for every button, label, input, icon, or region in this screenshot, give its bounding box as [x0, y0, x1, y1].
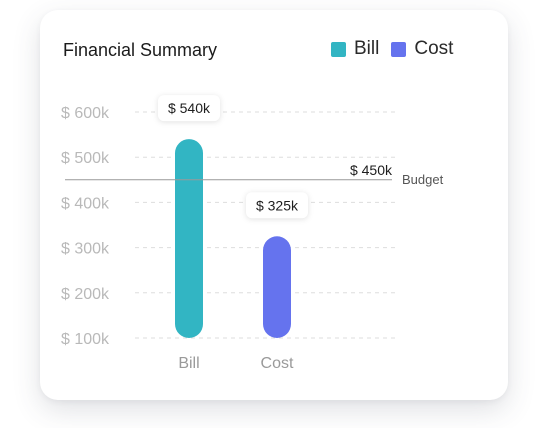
legend-swatch-cost	[391, 41, 407, 57]
budget-name-label: Budget	[402, 172, 444, 187]
legend-label-bill: Bill	[354, 38, 380, 59]
chart-title: Financial Summary	[63, 40, 218, 60]
data-label-bubble-bill	[158, 95, 220, 122]
y-tick-label-400: $ 400k	[61, 195, 110, 212]
data-label-bubble-cost	[246, 192, 308, 219]
chart-legend: Bill Cost	[331, 38, 465, 60]
legend-swatch-bill	[331, 41, 346, 57]
y-tick-label-100: $ 100k	[61, 331, 110, 348]
x-category-label-bill: Bill	[178, 355, 199, 372]
legend-item-cost[interactable]: Cost	[391, 38, 453, 60]
x-category-label-cost: Cost	[261, 355, 294, 372]
y-tick-label-600: $ 600k	[61, 105, 110, 122]
data-label-cost: $ 325k	[256, 197, 299, 213]
data-label-bill: $ 540k	[168, 100, 211, 116]
legend-item-bill[interactable]: Bill	[331, 38, 379, 60]
bar-cost	[263, 236, 291, 338]
bar-bill	[175, 139, 203, 338]
y-tick-label-200: $ 200k	[61, 286, 110, 303]
budget-value-label: $ 450k	[350, 162, 393, 178]
y-tick-label-300: $ 300k	[61, 241, 110, 258]
legend-label-cost: Cost	[414, 38, 454, 59]
y-tick-label-500: $ 500k	[61, 150, 110, 167]
